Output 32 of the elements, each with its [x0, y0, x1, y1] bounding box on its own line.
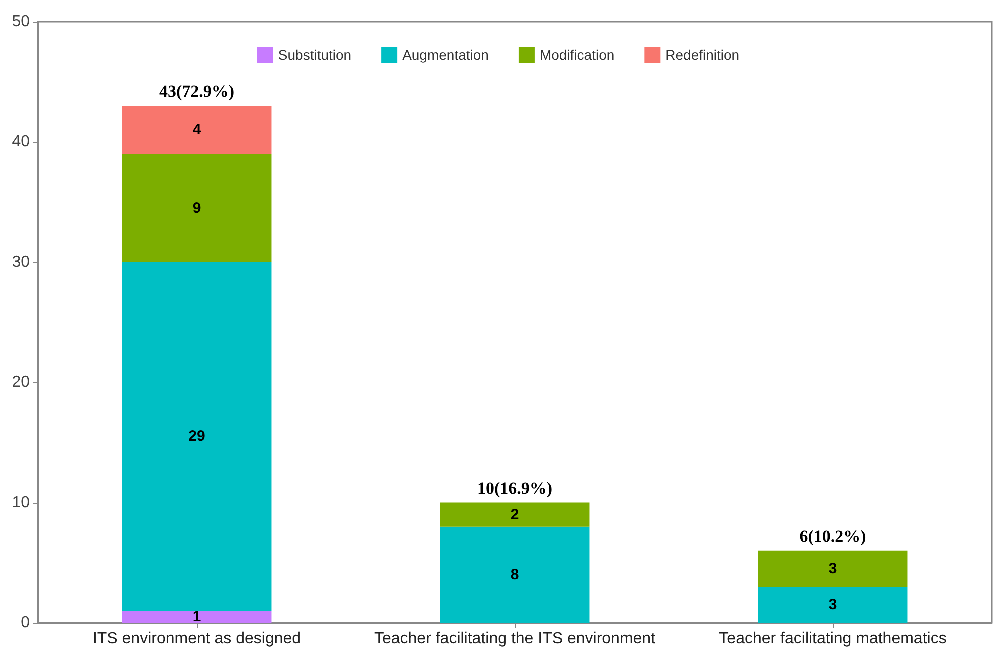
data-label: 3: [828, 596, 838, 614]
total-label: 10(16.9%): [477, 478, 553, 498]
y-tick-label: 0: [21, 614, 30, 632]
data-label: 9: [192, 200, 202, 217]
bar: [758, 586, 908, 623]
bar: [758, 550, 908, 587]
total-label: 6(10.2%): [800, 526, 866, 546]
data-label: 2: [510, 506, 520, 524]
data-label: 8: [510, 566, 520, 584]
legend-label: Modification: [540, 47, 615, 63]
y-tick-label: 30: [12, 254, 30, 271]
bar: [440, 502, 590, 527]
y-tick-label: 50: [12, 14, 30, 30]
data-label: 29: [188, 428, 206, 446]
bar: [122, 262, 272, 611]
bar: [440, 526, 590, 623]
bar: [122, 610, 272, 623]
bar: [122, 154, 272, 262]
data-label: 4: [192, 122, 202, 139]
x-tick-label: Teacher facilitating mathematics: [719, 630, 947, 648]
total-label: 43(72.9%): [159, 82, 235, 102]
y-tick-label: 20: [12, 374, 30, 392]
data-label: 3: [828, 560, 838, 578]
y-tick-label: 10: [12, 494, 30, 512]
y-tick-label: 40: [12, 134, 30, 151]
x-tick-label: Teacher facilitating the ITS environment: [374, 630, 656, 648]
bar: [122, 106, 272, 154]
data-label: 1: [192, 608, 202, 626]
x-tick-label: ITS environment as designed: [92, 630, 302, 648]
legend-label: Redefinition: [666, 47, 740, 63]
legend-label: Substitution: [278, 47, 352, 63]
legend-label: Augmentation: [402, 47, 489, 63]
